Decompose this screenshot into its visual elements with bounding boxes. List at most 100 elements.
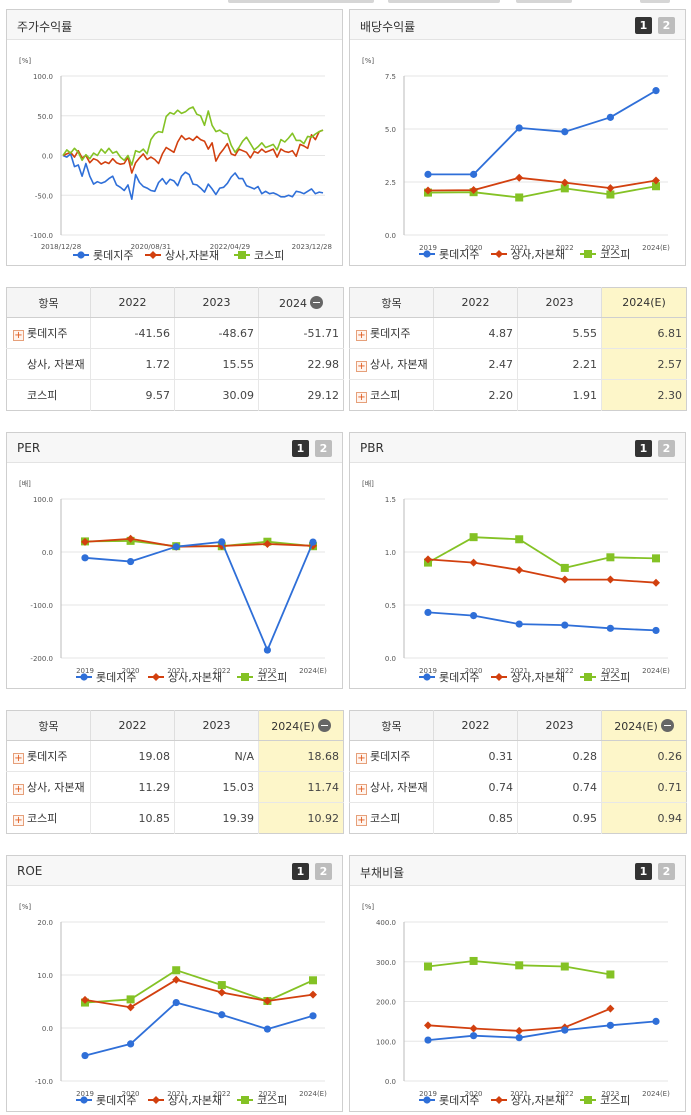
data-point[interactable] [515,566,524,575]
expand-icon[interactable]: + [356,361,367,372]
data-point[interactable] [172,966,181,975]
expand-icon[interactable]: + [356,330,367,341]
legend-item[interactable]: 롯데지주 [76,671,136,684]
data-point[interactable] [606,575,615,584]
data-point[interactable] [515,961,524,970]
data-point[interactable] [606,624,614,632]
data-point[interactable] [515,1034,523,1042]
legend-item[interactable]: 롯데지주 [73,249,133,262]
page-1-button[interactable]: 1 [635,440,652,457]
data-point[interactable] [469,956,478,965]
data-point[interactable] [424,555,432,564]
data-point[interactable] [652,626,660,635]
top-tab-4[interactable] [640,0,670,3]
top-tab-3[interactable] [516,0,572,3]
data-point[interactable] [126,995,135,1004]
legend-item[interactable]: 롯데지주 [419,671,479,684]
legend-item[interactable]: 코스피 [580,671,630,684]
data-point[interactable] [515,124,523,132]
legend-item[interactable]: 상사,자본재 [491,248,565,261]
data-point[interactable] [263,1025,271,1033]
expand-icon[interactable]: + [356,815,367,826]
data-point[interactable] [470,170,478,178]
data-point[interactable] [606,113,614,121]
data-point[interactable] [560,962,569,971]
data-point[interactable] [560,178,569,187]
legend-marker[interactable] [495,673,503,681]
data-point[interactable] [218,538,226,546]
legend-item[interactable]: 상사,자본재 [491,1094,565,1107]
data-point[interactable] [561,621,569,629]
data-point[interactable] [309,990,317,999]
data-point[interactable] [652,182,660,191]
data-point[interactable] [560,575,569,584]
data-point[interactable] [561,1026,569,1034]
data-point[interactable] [424,170,432,178]
legend-item[interactable]: 롯데지주 [419,1094,479,1107]
data-point[interactable] [424,1021,432,1030]
legend-marker[interactable] [77,251,85,259]
data-point[interactable] [470,1032,478,1040]
legend-marker[interactable] [495,1096,503,1104]
legend-marker[interactable] [80,673,88,681]
data-point[interactable] [424,962,432,971]
data-point[interactable] [515,193,524,202]
expand-icon[interactable]: + [356,753,367,764]
legend-marker[interactable] [149,251,157,259]
data-point[interactable] [217,981,226,990]
data-point[interactable] [81,537,89,546]
page-1-button[interactable]: 1 [292,440,309,457]
page-1-button[interactable]: 1 [635,17,652,34]
data-point[interactable] [470,612,478,620]
data-point[interactable] [515,620,523,628]
data-point[interactable] [172,543,180,551]
data-point[interactable] [81,554,89,562]
data-point[interactable] [263,996,272,1005]
data-point[interactable] [309,1012,317,1020]
data-point[interactable] [218,1011,226,1019]
legend-marker[interactable] [423,1096,431,1104]
top-tab-1[interactable] [228,0,374,3]
legend-marker[interactable] [423,673,431,681]
data-point[interactable] [469,1024,478,1033]
data-point[interactable] [469,558,478,567]
data-point[interactable] [560,184,569,193]
data-point[interactable] [515,1026,524,1035]
expand-icon[interactable]: + [13,330,24,341]
data-point[interactable] [652,87,660,95]
data-point[interactable] [424,1036,432,1044]
legend-marker[interactable] [152,673,160,681]
legend-marker[interactable] [584,1096,592,1104]
legend-item[interactable]: 코스피 [580,248,630,261]
data-point[interactable] [127,1040,135,1048]
data-point[interactable] [606,1004,615,1013]
legend-item[interactable]: 코스피 [237,1094,287,1107]
expand-icon[interactable]: + [356,784,367,795]
legend-marker[interactable] [241,1096,249,1104]
top-tab-2[interactable] [388,0,500,3]
legend-item[interactable]: 상사,자본재 [148,1094,222,1107]
legend-marker[interactable] [584,250,592,258]
legend-marker[interactable] [80,1096,88,1104]
data-point[interactable] [560,563,569,572]
data-point[interactable] [469,533,478,542]
page-2-button[interactable]: 2 [315,863,332,880]
data-point[interactable] [263,646,271,654]
data-point[interactable] [606,1021,614,1029]
collapse-icon[interactable] [317,718,331,732]
legend-marker[interactable] [495,250,503,258]
data-point[interactable] [309,538,317,546]
page-2-button[interactable]: 2 [658,863,675,880]
data-point[interactable] [127,557,135,566]
data-point[interactable] [424,186,432,195]
legend-item[interactable]: 코스피 [237,671,287,684]
legend-marker[interactable] [238,251,246,259]
legend-item[interactable]: 코스피 [580,1094,630,1107]
collapse-icon[interactable] [310,295,323,309]
legend-item[interactable]: 상사,자본재 [145,249,219,262]
expand-icon[interactable]: + [13,784,24,795]
legend-item[interactable]: 상사,자본재 [148,671,222,684]
data-point[interactable] [81,995,89,1004]
page-2-button[interactable]: 2 [315,440,332,457]
data-point[interactable] [561,128,569,136]
